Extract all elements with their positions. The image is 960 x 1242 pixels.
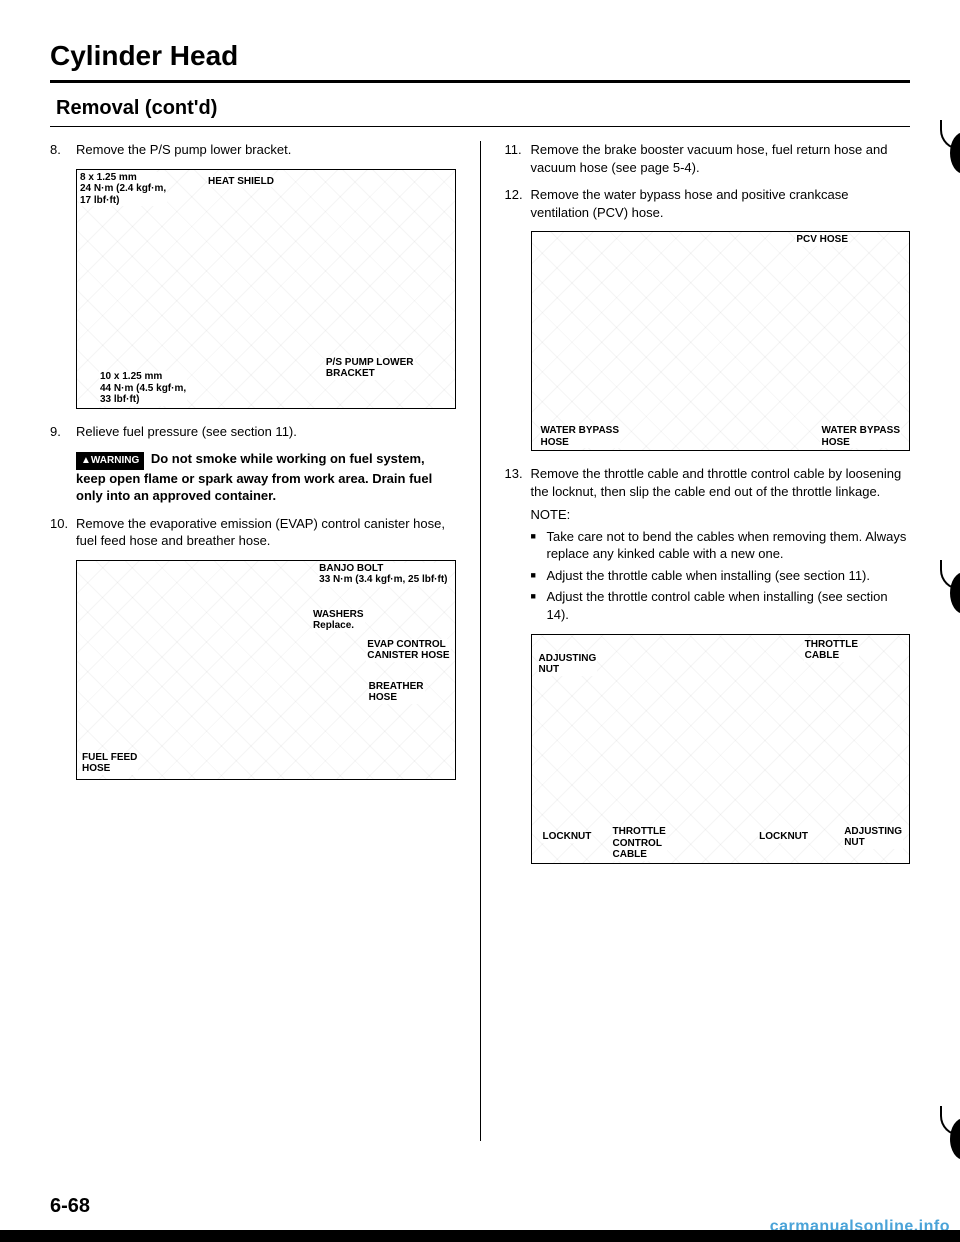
note-item: Take care not to bend the cables when re… <box>531 528 911 563</box>
warning-badge: ▲WARNING <box>76 452 144 470</box>
figure-throttle: ADJUSTING NUT THROTTLE CABLE LOCKNUT THR… <box>531 634 911 864</box>
fig-label-evap: EVAP CONTROL CANISTER HOSE <box>366 639 450 662</box>
fig-label-locknut-right: LOCKNUT <box>758 831 809 843</box>
fig-label-adjnut-right: ADJUSTING NUT <box>843 826 903 849</box>
section-title: Removal (cont'd) <box>56 97 910 120</box>
note-item: Adjust the throttle cable when installin… <box>531 567 911 585</box>
fig-label-locknut-left: LOCKNUT <box>542 831 593 843</box>
fig-label-bolt-bottom: 10 x 1.25 mm 44 N·m (4.5 kgf·m, 33 lbf·f… <box>99 371 187 406</box>
fig-label-heat-shield: HEAT SHIELD <box>207 176 275 188</box>
step-text: Remove the throttle cable and throttle c… <box>531 466 902 499</box>
note-label: NOTE: <box>531 506 911 524</box>
title-rule <box>50 80 910 83</box>
fig-label-banjo: BANJO BOLT 33 N·m (3.4 kgf·m, 25 lbf·ft) <box>318 563 448 586</box>
fig-label-pcv: PCV HOSE <box>795 234 849 246</box>
fig-label-tcc: THROTTLE CONTROL CABLE <box>612 826 667 861</box>
fig-label-breather: BREATHER HOSE <box>368 681 425 704</box>
column-divider <box>480 141 481 1141</box>
fig-label-bolt-top: 8 x 1.25 mm 24 N·m (2.4 kgf·m, 17 lbf·ft… <box>79 172 167 207</box>
figure-pcv: PCV HOSE WATER BYPASS HOSE WATER BYPASS … <box>531 231 911 451</box>
step-9: Relieve fuel pressure (see section 11). <box>50 423 456 441</box>
warning-block: ▲WARNING Do not smoke while working on f… <box>76 450 456 505</box>
figure-placeholder: 8 x 1.25 mm 24 N·m (2.4 kgf·m, 17 lbf·ft… <box>76 169 456 409</box>
right-column: Remove the brake booster vacuum hose, fu… <box>505 141 911 1141</box>
step-12: Remove the water bypass hose and positiv… <box>505 186 911 451</box>
content-columns: Remove the P/S pump lower bracket. 8 x 1… <box>50 141 910 1141</box>
note-item: Adjust the throttle control cable when i… <box>531 588 911 623</box>
step-text: Relieve fuel pressure (see section 11). <box>76 424 297 439</box>
step-11: Remove the brake booster vacuum hose, fu… <box>505 141 911 176</box>
fig-label-throttle-cable: THROTTLE CABLE <box>804 639 859 662</box>
figure-placeholder: ADJUSTING NUT THROTTLE CABLE LOCKNUT THR… <box>531 634 911 864</box>
page-number: 6-68 <box>50 1195 90 1218</box>
left-column: Remove the P/S pump lower bracket. 8 x 1… <box>50 141 456 1141</box>
figure-placeholder: BANJO BOLT 33 N·m (3.4 kgf·m, 25 lbf·ft)… <box>76 560 456 780</box>
fig-label-washers: WASHERS Replace. <box>312 609 365 632</box>
step-text: Remove the evaporative emission (EVAP) c… <box>76 516 445 549</box>
step-text: Remove the brake booster vacuum hose, fu… <box>531 142 888 175</box>
step-10: Remove the evaporative emission (EVAP) c… <box>50 515 456 780</box>
fig-label-wbypass-left: WATER BYPASS HOSE <box>540 425 621 448</box>
fig-label-adjnut-left: ADJUSTING NUT <box>538 653 598 676</box>
step-text: Remove the water bypass hose and positiv… <box>531 187 849 220</box>
fig-label-fuelfeed: FUEL FEED HOSE <box>81 752 138 775</box>
figure-evap: BANJO BOLT 33 N·m (3.4 kgf·m, 25 lbf·ft)… <box>76 560 456 780</box>
step-text: Remove the P/S pump lower bracket. <box>76 142 291 157</box>
step-13: Remove the throttle cable and throttle c… <box>505 465 911 863</box>
fig-label-wbypass-right: WATER BYPASS HOSE <box>820 425 901 448</box>
fig-label-ps-bracket: P/S PUMP LOWER BRACKET <box>325 357 415 380</box>
bottom-bar <box>0 1230 960 1242</box>
page-title: Cylinder Head <box>50 40 910 72</box>
figure-placeholder: PCV HOSE WATER BYPASS HOSE WATER BYPASS … <box>531 231 911 451</box>
note-list: Take care not to bend the cables when re… <box>531 528 911 624</box>
side-thumb-marks <box>936 0 960 1242</box>
figure-ps-pump: 8 x 1.25 mm 24 N·m (2.4 kgf·m, 17 lbf·ft… <box>76 169 456 409</box>
section-rule <box>50 126 910 127</box>
step-8: Remove the P/S pump lower bracket. 8 x 1… <box>50 141 456 409</box>
